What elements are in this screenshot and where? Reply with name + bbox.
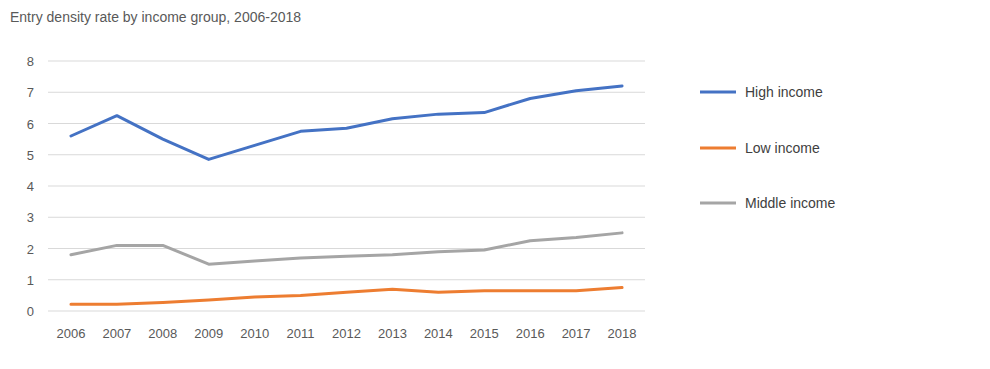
- x-tick-label: 2017: [562, 326, 591, 341]
- grid-line: [48, 123, 645, 124]
- grid-line: [48, 61, 645, 62]
- plot-area: [71, 86, 622, 304]
- grid-line: [48, 186, 645, 187]
- x-tick-label: 2012: [332, 326, 361, 341]
- y-tick-label: 6: [27, 117, 34, 132]
- y-tick-label: 3: [27, 210, 34, 225]
- legend-label: Low income: [745, 140, 820, 156]
- x-tick-label: 2011: [287, 326, 315, 341]
- chart-container: Entry density rate by income group, 2006…: [0, 0, 990, 369]
- x-tick-label: 2009: [194, 326, 223, 341]
- grid-line: [48, 248, 645, 249]
- x-tick-label: 2008: [148, 326, 177, 341]
- x-tick-label: 2016: [516, 326, 545, 341]
- legend: High income Low income Middle income: [700, 84, 835, 211]
- grid-line: [48, 92, 645, 93]
- legend-label: Middle income: [745, 195, 835, 211]
- x-tick-label: 2006: [57, 326, 86, 341]
- y-tick-label: 8: [27, 54, 34, 69]
- grid-line: [48, 154, 645, 155]
- series-line: [71, 233, 622, 264]
- x-tick-label: 2018: [608, 326, 637, 341]
- legend-swatch: [700, 147, 736, 150]
- grid-line: [48, 311, 645, 312]
- y-tick-label: 1: [27, 273, 34, 288]
- y-tick-label: 7: [27, 85, 34, 100]
- y-tick-label: 5: [27, 148, 34, 163]
- x-tick-label: 2013: [378, 326, 407, 341]
- chart-svg: Entry density rate by income group, 2006…: [0, 0, 990, 369]
- y-tick-label: 2: [27, 242, 34, 257]
- grid-line: [48, 279, 645, 280]
- x-tick-label: 2015: [470, 326, 499, 341]
- series-line: [71, 86, 622, 159]
- x-tick-label: 2007: [102, 326, 131, 341]
- grid-line: [48, 217, 645, 218]
- y-tick-label: 4: [27, 179, 34, 194]
- legend-swatch: [700, 202, 736, 205]
- series-line: [71, 288, 622, 305]
- legend-swatch: [700, 91, 736, 94]
- x-tick-label: 2014: [424, 326, 453, 341]
- grid: [48, 61, 645, 311]
- x-tick-label: 2010: [240, 326, 269, 341]
- legend-label: High income: [745, 84, 823, 100]
- chart-title: Entry density rate by income group, 2006…: [10, 9, 301, 25]
- y-tick-label: 0: [27, 304, 34, 319]
